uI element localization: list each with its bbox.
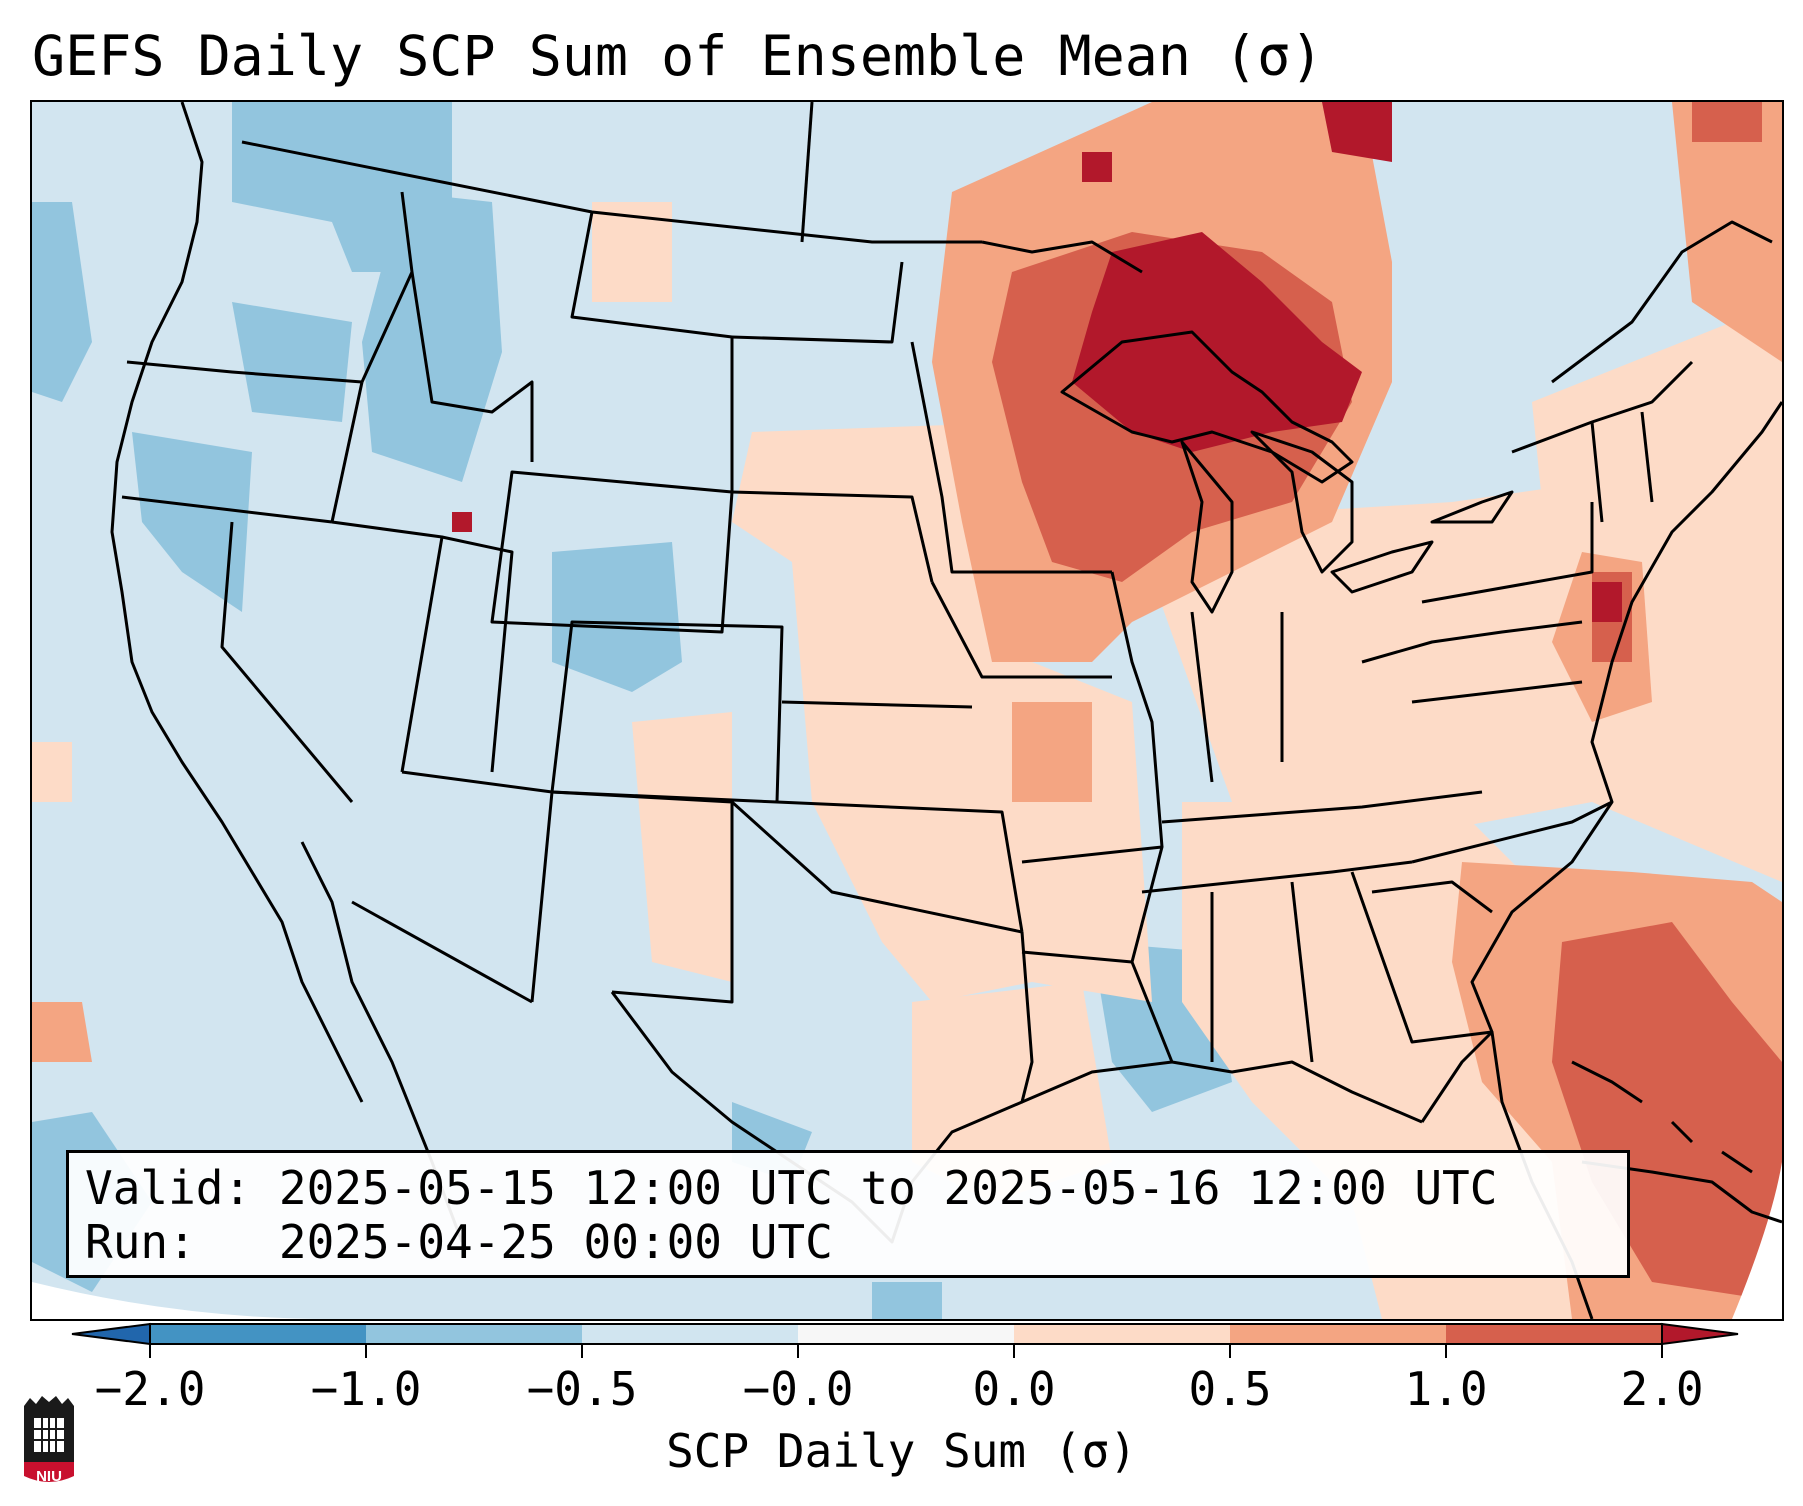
colorbar-tick: 2.0: [1620, 1362, 1704, 1416]
colorbar-segment-1: [150, 1324, 366, 1344]
map-title: GEFS Daily SCP Sum of Ensemble Mean (σ): [32, 24, 1324, 88]
colorbar-segment-5: [1014, 1324, 1230, 1344]
colorbar-segment-6: [1230, 1324, 1446, 1344]
map-svg: [32, 102, 1782, 1319]
colorbar-tick: 0.0: [972, 1362, 1056, 1416]
colorbar-tick: 0.5: [1188, 1362, 1272, 1416]
colorbar-segment-4: [798, 1324, 1014, 1344]
niu-logo-icon: [24, 1396, 74, 1482]
colorbar-extend-low: [71, 1322, 151, 1346]
projection-edge: [32, 1282, 332, 1319]
colorbar-tick: 1.0: [1404, 1362, 1488, 1416]
valid-label: Valid:: [85, 1161, 252, 1215]
logo-text: NIU: [36, 1468, 62, 1485]
very-high-anomaly-areas: [452, 102, 1622, 622]
colorbar-tick: −2.0: [94, 1362, 206, 1416]
run-value: 2025-04-25 00:00 UTC: [278, 1215, 833, 1269]
validity-info-box: Valid: 2025-05-15 12:00 UTC to 2025-05-1…: [66, 1150, 1630, 1278]
colorbar-tick: −0.5: [526, 1362, 638, 1416]
colorbar-segment-3: [582, 1324, 798, 1344]
colorbar-extend-high: [1661, 1322, 1739, 1346]
map-panel: [30, 100, 1784, 1321]
run-label: Run:: [85, 1215, 196, 1269]
valid-value: 2025-05-15 12:00 UTC to 2025-05-16 12:00…: [278, 1161, 1498, 1215]
colorbar-tick: −1.0: [310, 1362, 422, 1416]
colorbar-segment-7: [1446, 1324, 1662, 1344]
colorbar-tick: −0.0: [742, 1362, 854, 1416]
colorbar: [71, 1322, 1739, 1358]
colorbar-label: SCP Daily Sum (σ): [666, 1424, 1137, 1478]
state-boundaries: [110, 102, 1782, 1319]
projection-edge-right: [1732, 1162, 1782, 1319]
colorbar-segment-2: [366, 1324, 582, 1344]
